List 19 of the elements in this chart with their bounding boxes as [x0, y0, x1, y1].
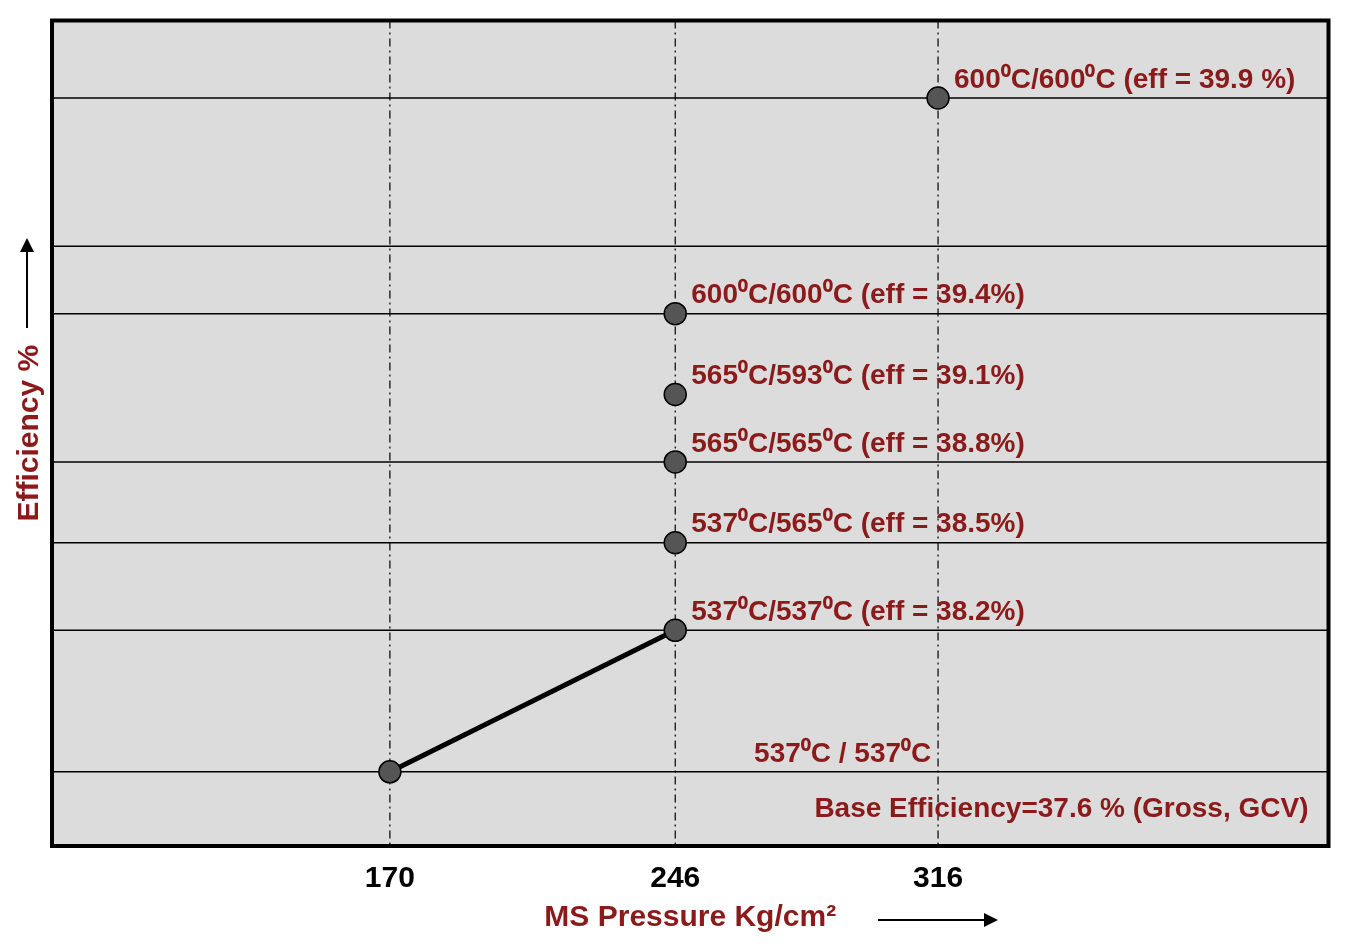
point: [663, 382, 687, 407]
annotation: 537⁰C/537⁰C (eff = 38.2%): [691, 595, 1025, 627]
annotation: 565⁰C/593⁰C (eff = 39.1%): [691, 359, 1025, 391]
annotation: 600⁰C/600⁰C (eff = 39.4%): [691, 278, 1025, 310]
annotation: 537⁰C / 537⁰C: [754, 736, 932, 768]
point: [663, 531, 687, 555]
y-axis-title: Efficiency %: [11, 344, 45, 522]
point: [663, 618, 687, 643]
point: [663, 450, 687, 474]
x-axis-title: MS Pressure Kg/cm²: [544, 899, 837, 933]
x-tick-label: 246: [650, 860, 701, 894]
x-tick-label: 316: [913, 860, 964, 894]
point: [663, 301, 687, 326]
text: Base Efficiency=37.6 % (Gross, GCV): [814, 791, 1309, 823]
point: [926, 86, 950, 110]
annotation: 565⁰C/565⁰C (eff = 38.8%): [691, 426, 1025, 458]
annotation: 537⁰C/565⁰C (eff = 38.5%): [691, 507, 1025, 539]
text: 600⁰C/600⁰C (eff = 39.9 %): [954, 62, 1296, 94]
x-tick-label: 170: [364, 860, 415, 894]
